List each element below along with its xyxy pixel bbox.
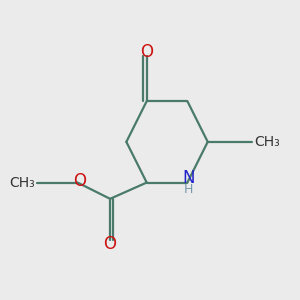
Text: O: O	[103, 236, 117, 253]
Text: CH₃: CH₃	[254, 135, 280, 149]
Text: H: H	[184, 183, 193, 196]
Text: N: N	[182, 169, 194, 187]
Text: O: O	[140, 44, 153, 62]
Text: O: O	[73, 172, 86, 190]
Text: CH₃: CH₃	[9, 176, 35, 190]
